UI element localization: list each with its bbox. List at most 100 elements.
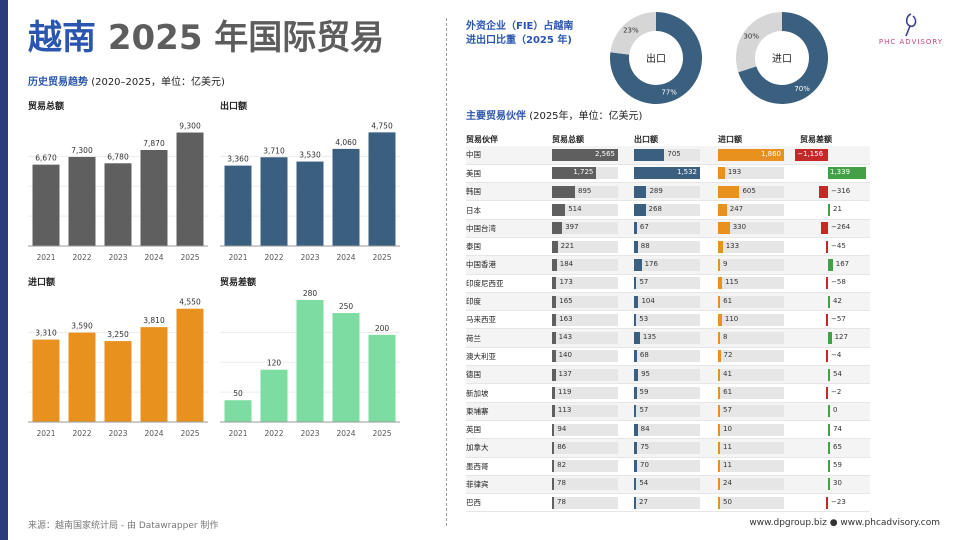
export-value: 705 [667, 149, 681, 158]
import-chart: 进口额 3,310 2021 3,590 2022 3,250 2023 3,810 2024 4… [28, 276, 208, 438]
balance-cell: 30 [800, 475, 870, 495]
total-track: 94 [552, 423, 618, 436]
total-cell: 173 [552, 274, 634, 293]
export-track: 705 [634, 148, 700, 161]
fie-title-line1: 外资企业（FIE）占越南 [466, 21, 574, 32]
total-value: 82 [557, 461, 567, 470]
total-cell: 113 [552, 402, 634, 421]
bar-2023 [296, 161, 324, 246]
bar-2021 [32, 164, 60, 246]
title-rest: 2025 年国际贸易 [107, 18, 385, 58]
export-value: 67 [639, 223, 649, 232]
balance-cell: 21 [800, 200, 870, 220]
import-bar [718, 222, 730, 235]
import-bar [718, 148, 784, 161]
slice-label: 30% [743, 33, 759, 41]
import-bar [718, 387, 721, 399]
import-cell: 24 [718, 475, 800, 495]
balance-cell: 127 [800, 328, 870, 348]
balance-cell: −1,156 [795, 146, 870, 165]
balance-value: 59 [833, 461, 842, 470]
partner-name: 德国 [466, 365, 552, 385]
partner-name: 日本 [466, 200, 552, 220]
import-value: 11 [723, 442, 732, 451]
export-bar [634, 148, 665, 161]
fie-title-line2: 进出口比重（2025 年) [466, 35, 572, 46]
export-bar [634, 240, 638, 253]
export-track: 67 [634, 222, 700, 235]
partner-name: 澳大利亚 [466, 347, 552, 367]
category-label: 2024 [336, 253, 355, 262]
import-cell: 330 [718, 219, 800, 238]
export-value: 57 [639, 406, 649, 415]
value-label: 4,750 [371, 121, 393, 130]
balance-cell: 42 [800, 292, 870, 312]
bar-2021 [32, 339, 60, 422]
import-track: 605 [718, 185, 784, 198]
bar-2022 [260, 157, 288, 246]
col-header-partner: 贸易伙伴 [466, 134, 498, 144]
balance-bar [828, 258, 833, 271]
export-bar [634, 387, 637, 399]
slice-label: 23% [623, 26, 639, 34]
total-track: 221 [552, 240, 618, 253]
export-track: 95 [634, 368, 700, 381]
bar-2022 [68, 332, 96, 422]
export-cell: 67 [634, 219, 718, 238]
balance-track: 42 [800, 295, 866, 308]
import-value: 133 [725, 241, 740, 250]
value-label: 250 [339, 302, 354, 311]
total-track: 140 [552, 350, 618, 363]
bar-2021 [224, 400, 252, 422]
import-track: 41 [718, 368, 784, 381]
total-bar [552, 387, 556, 399]
export-chart: 出口额 3,360 2021 3,710 2022 3,530 2023 4,060 2024 4… [220, 100, 400, 262]
table-row: 中国香港 184 176 9 167 [466, 255, 870, 275]
chart-title: 出口额 [220, 100, 247, 112]
total-value: 895 [578, 186, 592, 195]
export-cell: 68 [634, 347, 718, 367]
history-subtitle: 历史贸易趋势 (2020–2025，单位：亿美元) [28, 73, 225, 88]
export-value: 70 [640, 461, 649, 470]
section-divider [446, 18, 447, 526]
balance-value: 74 [833, 424, 843, 433]
chart-title: 进口额 [28, 276, 55, 288]
import-bar [718, 405, 721, 418]
donut-center-label: 进口 [772, 53, 792, 65]
balance-value: −2 [831, 388, 842, 396]
export-track: 1,532 [634, 167, 700, 180]
balance-cell: −264 [800, 219, 870, 238]
import-track: 8 [718, 332, 784, 345]
bar-2024 [332, 313, 360, 422]
export-value: 75 [640, 442, 650, 451]
partner-name: 菲律宾 [466, 475, 552, 495]
balance-track: −2 [800, 387, 866, 399]
import-bar [718, 423, 720, 436]
total-cell: 143 [552, 328, 634, 348]
table-row: 印度尼西亚 173 57 115 −58 [466, 274, 870, 293]
export-track: 54 [634, 478, 700, 491]
export-track: 75 [634, 441, 700, 454]
export-cell: 27 [634, 493, 718, 513]
balance-track: 127 [800, 332, 866, 345]
partner-name: 印度 [466, 292, 552, 312]
value-label: 50 [233, 389, 243, 398]
total-bar [552, 258, 557, 271]
total-cell: 221 [552, 237, 634, 257]
value-label: 3,360 [227, 155, 249, 164]
total-cell: 86 [552, 438, 634, 458]
import-bar [718, 350, 721, 363]
export-cell: 135 [634, 328, 718, 348]
total-cell: 119 [552, 383, 634, 403]
total-cell: 163 [552, 310, 634, 330]
total-bar [552, 350, 556, 363]
total-value: 173 [559, 278, 573, 287]
import-cell: 9 [718, 255, 800, 275]
bar-2021 [224, 165, 252, 246]
export-cell: 176 [634, 255, 718, 275]
partners-title: 主要贸易伙伴 (2025年，单位：亿美元) [466, 107, 642, 122]
total-value: 165 [559, 296, 573, 305]
balance-bar [826, 387, 828, 399]
export-bar [634, 478, 637, 491]
import-value: 605 [742, 186, 756, 195]
